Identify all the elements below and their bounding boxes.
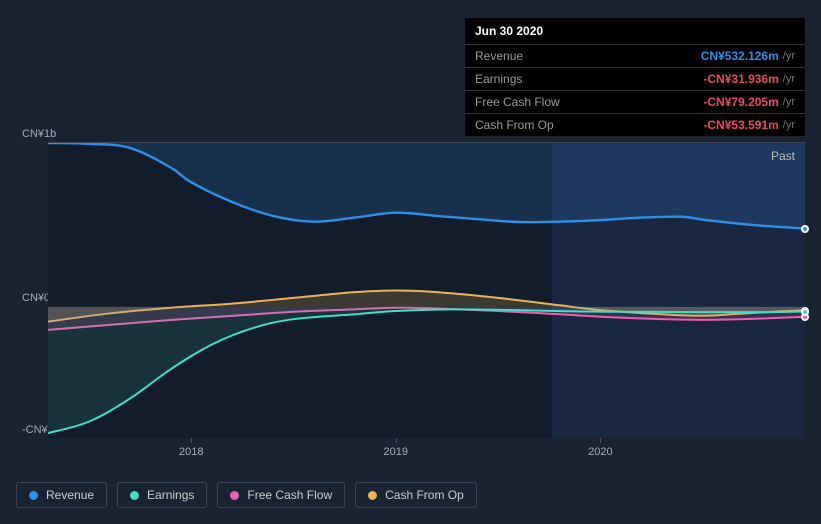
legend-label: Free Cash Flow [247,488,332,502]
tooltip-date: Jun 30 2020 [465,18,805,45]
y-axis-label: CN¥0 [22,292,50,304]
tooltip-metric-label: Cash From Op [475,118,703,132]
x-axis: 2018 2019 2020 [48,446,805,466]
series-end-marker [801,308,809,316]
x-axis-label: 2020 [588,446,612,458]
plot-area[interactable]: Past [48,142,805,438]
legend-swatch [130,491,139,500]
tooltip-metric-unit: /yr [783,50,795,62]
tooltip-metric-label: Free Cash Flow [475,95,703,109]
tooltip-metric-unit: /yr [783,96,795,108]
legend-item[interactable]: Cash From Op [355,482,477,508]
legend-item[interactable]: Free Cash Flow [217,482,345,508]
legend-swatch [230,491,239,500]
tooltip-metric-value: -CN¥53.591m [703,118,778,132]
legend-label: Earnings [147,488,194,502]
legend-item[interactable]: Revenue [16,482,107,508]
tooltip-row: Free Cash Flow-CN¥79.205m/yr [465,91,805,114]
tooltip-row: Cash From Op-CN¥53.591m/yr [465,114,805,136]
tooltip-metric-value: -CN¥31.936m [703,72,778,86]
legend-label: Cash From Op [385,488,464,502]
chart-container: Jun 30 2020 RevenueCN¥532.126m/yrEarning… [0,0,821,524]
y-axis-label: CN¥1b [22,128,56,140]
tooltip-metric-unit: /yr [783,119,795,131]
tooltip-row: Earnings-CN¥31.936m/yr [465,68,805,91]
legend-label: Revenue [46,488,94,502]
tooltip-metric-unit: /yr [783,73,795,85]
past-label: Past [771,149,795,163]
x-axis-label: 2018 [179,446,203,458]
tooltip-metric-label: Revenue [475,49,701,63]
legend: Revenue Earnings Free Cash Flow Cash From O… [16,482,477,508]
tooltip-box: Jun 30 2020 RevenueCN¥532.126m/yrEarning… [465,18,805,136]
series-end-marker [801,225,809,233]
tooltip-metric-value: -CN¥79.205m [703,95,778,109]
legend-item[interactable]: Earnings [117,482,207,508]
legend-swatch [368,491,377,500]
tooltip-metric-value: CN¥532.126m [701,49,779,63]
x-axis-label: 2019 [384,446,408,458]
tooltip-row: RevenueCN¥532.126m/yr [465,45,805,68]
legend-swatch [29,491,38,500]
tooltip-metric-label: Earnings [475,72,703,86]
